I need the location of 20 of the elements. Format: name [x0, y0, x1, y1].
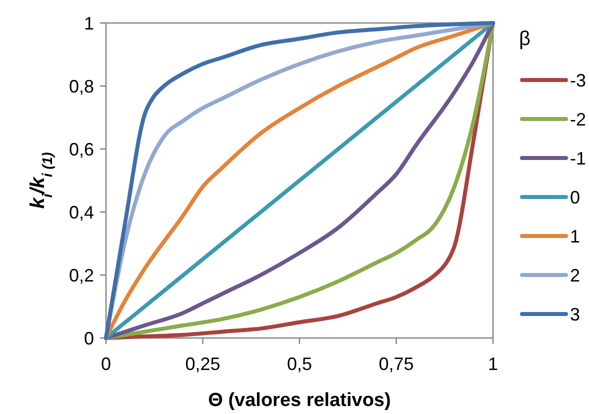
legend-label: 3 [570, 304, 580, 324]
y-tick-label: 0,8 [68, 76, 94, 96]
x-tick-label: 0,75 [378, 354, 414, 374]
legend-label: -3 [570, 70, 586, 90]
x-tick-label: 1 [488, 354, 498, 374]
x-tick-label: 0 [100, 354, 112, 374]
y-tick-label: 0,2 [68, 265, 94, 286]
x-axis-title: Θ (valores relativos) [208, 390, 391, 411]
legend-label: -2 [570, 109, 586, 130]
y-tick-label: 0 [84, 328, 94, 348]
legend-label: 2 [570, 265, 580, 286]
legend-label: 1 [570, 226, 580, 246]
x-tick-label: 0,25 [185, 354, 220, 374]
y-tick-label: 0,6 [68, 139, 94, 160]
x-tick-label: 0,5 [286, 354, 312, 374]
legend-title: β [519, 28, 531, 50]
y-tick-label: 0,4 [68, 202, 94, 222]
y-tick-label: 1 [84, 13, 94, 34]
legend-label: -1 [570, 148, 586, 168]
legend-label: 0 [570, 187, 580, 208]
